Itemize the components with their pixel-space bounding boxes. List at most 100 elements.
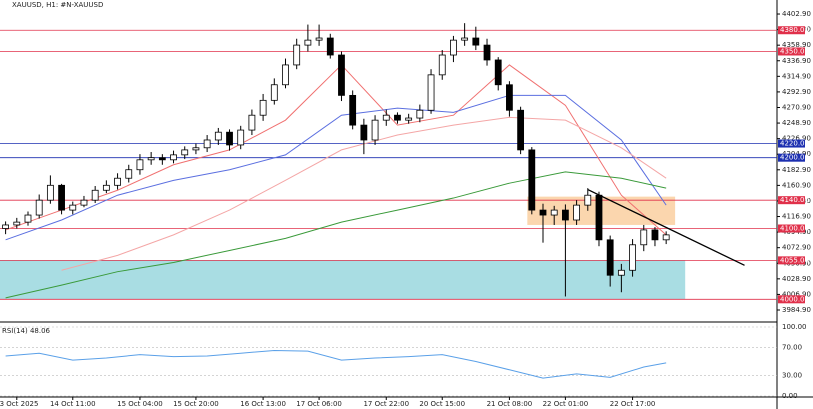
- candle-body: [606, 239, 614, 276]
- rsi-tick-label: 0.00: [782, 392, 798, 400]
- candle-body: [438, 54, 446, 76]
- candle-body: [69, 204, 77, 211]
- candle-body: [24, 214, 32, 223]
- candle-body: [394, 114, 401, 121]
- y-tick-label: 4116.90: [782, 213, 811, 221]
- y-tick-label: 4028.90: [782, 275, 811, 283]
- candle-body: [270, 84, 278, 101]
- candle-body: [114, 177, 121, 186]
- candle-body: [427, 74, 435, 111]
- candle-body: [282, 64, 289, 86]
- candle-body: [494, 59, 502, 86]
- candle-body: [214, 131, 222, 141]
- y-tick-label: 4182.90: [782, 166, 811, 174]
- candle-body: [293, 44, 301, 66]
- candle-body: [226, 131, 233, 146]
- candle-body: [382, 114, 390, 121]
- candle-body: [91, 189, 99, 201]
- candle-body: [237, 129, 245, 146]
- y-tick-label: 4072.90: [782, 244, 811, 252]
- level-label-box: [778, 47, 805, 56]
- candle-body: [472, 37, 480, 46]
- candle-body: [2, 224, 9, 229]
- candle-body: [46, 184, 54, 201]
- chart-title: XAUUSD, H1: #N-XAUUSD: [12, 1, 103, 9]
- candle-body: [506, 84, 513, 111]
- level-label: 4100.00: [780, 224, 809, 232]
- zone: [0, 260, 686, 300]
- candle-body: [125, 169, 133, 179]
- candle-body: [203, 139, 211, 149]
- candle-body: [584, 194, 592, 206]
- candle-body: [315, 37, 323, 41]
- y-tick-label: 4314.90: [782, 72, 811, 80]
- candle-body: [35, 199, 43, 216]
- candle-body: [181, 149, 189, 156]
- candle-body: [102, 184, 110, 191]
- candle-body: [248, 114, 256, 131]
- y-tick-label: 4248.90: [782, 119, 811, 127]
- level-label-box: [778, 256, 805, 265]
- candle-body: [651, 229, 659, 241]
- trendline: [587, 188, 745, 266]
- y-tick-label: 4226.90: [782, 135, 811, 143]
- level-label-box: [778, 224, 805, 233]
- candle-body: [539, 209, 547, 216]
- level-label: 4380.00: [780, 26, 809, 34]
- candle-body: [371, 119, 379, 141]
- x-tick-label: 22 Oct 17:00: [610, 400, 656, 408]
- x-tick-label: 21 Oct 08:00: [487, 400, 533, 408]
- candle-body: [483, 44, 491, 61]
- candle-body: [147, 157, 155, 161]
- rsi-tick-label: 30.00: [782, 371, 802, 379]
- y-tick-label: 3984.90: [782, 306, 811, 314]
- candle-body: [158, 157, 166, 161]
- candle-body: [259, 99, 267, 116]
- rsi-tick-label: 100.00: [782, 323, 807, 331]
- candle-body: [450, 39, 457, 56]
- level-label: 4350.00: [780, 47, 809, 55]
- candle-body: [349, 94, 357, 126]
- y-tick-label: 4160.90: [782, 181, 811, 189]
- x-tick-label: 17 Oct 22:00: [363, 400, 409, 408]
- candle-body: [136, 159, 144, 171]
- candle-body: [326, 37, 334, 56]
- level-label: 4140.00: [780, 196, 809, 204]
- x-tick-label: 15 Oct 04:00: [117, 400, 163, 408]
- level-label-box: [778, 139, 805, 148]
- x-tick-label: 22 Oct 01:00: [543, 400, 589, 408]
- moving-average: [5, 94, 667, 241]
- level-label: 4200.00: [780, 154, 809, 162]
- candle-body: [304, 39, 312, 46]
- level-label: 4000.00: [780, 295, 809, 303]
- candle-body: [13, 221, 21, 226]
- y-tick-label: 4402.90: [782, 10, 811, 18]
- candle-body: [170, 154, 177, 161]
- candle-body: [550, 209, 558, 216]
- y-tick-label: 4358.90: [782, 41, 811, 49]
- candle-body: [80, 199, 88, 206]
- x-tick-label: 16 Oct 13:00: [240, 400, 286, 408]
- candle-body: [662, 234, 670, 241]
- candle-body: [192, 147, 200, 151]
- y-tick-label: 4292.90: [782, 88, 811, 96]
- candle-body: [338, 54, 345, 96]
- level-label-box: [778, 295, 805, 304]
- x-tick-label: 14 Oct 11:00: [50, 400, 96, 408]
- candle-body: [629, 244, 636, 271]
- candle-body: [405, 117, 413, 121]
- level-label: 4055.00: [780, 256, 809, 264]
- candle-body: [617, 269, 625, 276]
- rsi-line: [5, 349, 667, 379]
- y-tick-label: 4006.90: [782, 290, 811, 298]
- rsi-title: RSI(14) 48.06: [2, 327, 51, 335]
- candle-body: [528, 149, 536, 211]
- candle-body: [360, 124, 368, 141]
- candle-body: [517, 109, 525, 151]
- candle-body: [595, 194, 603, 241]
- candle-body: [573, 204, 580, 221]
- moving-average: [61, 116, 667, 271]
